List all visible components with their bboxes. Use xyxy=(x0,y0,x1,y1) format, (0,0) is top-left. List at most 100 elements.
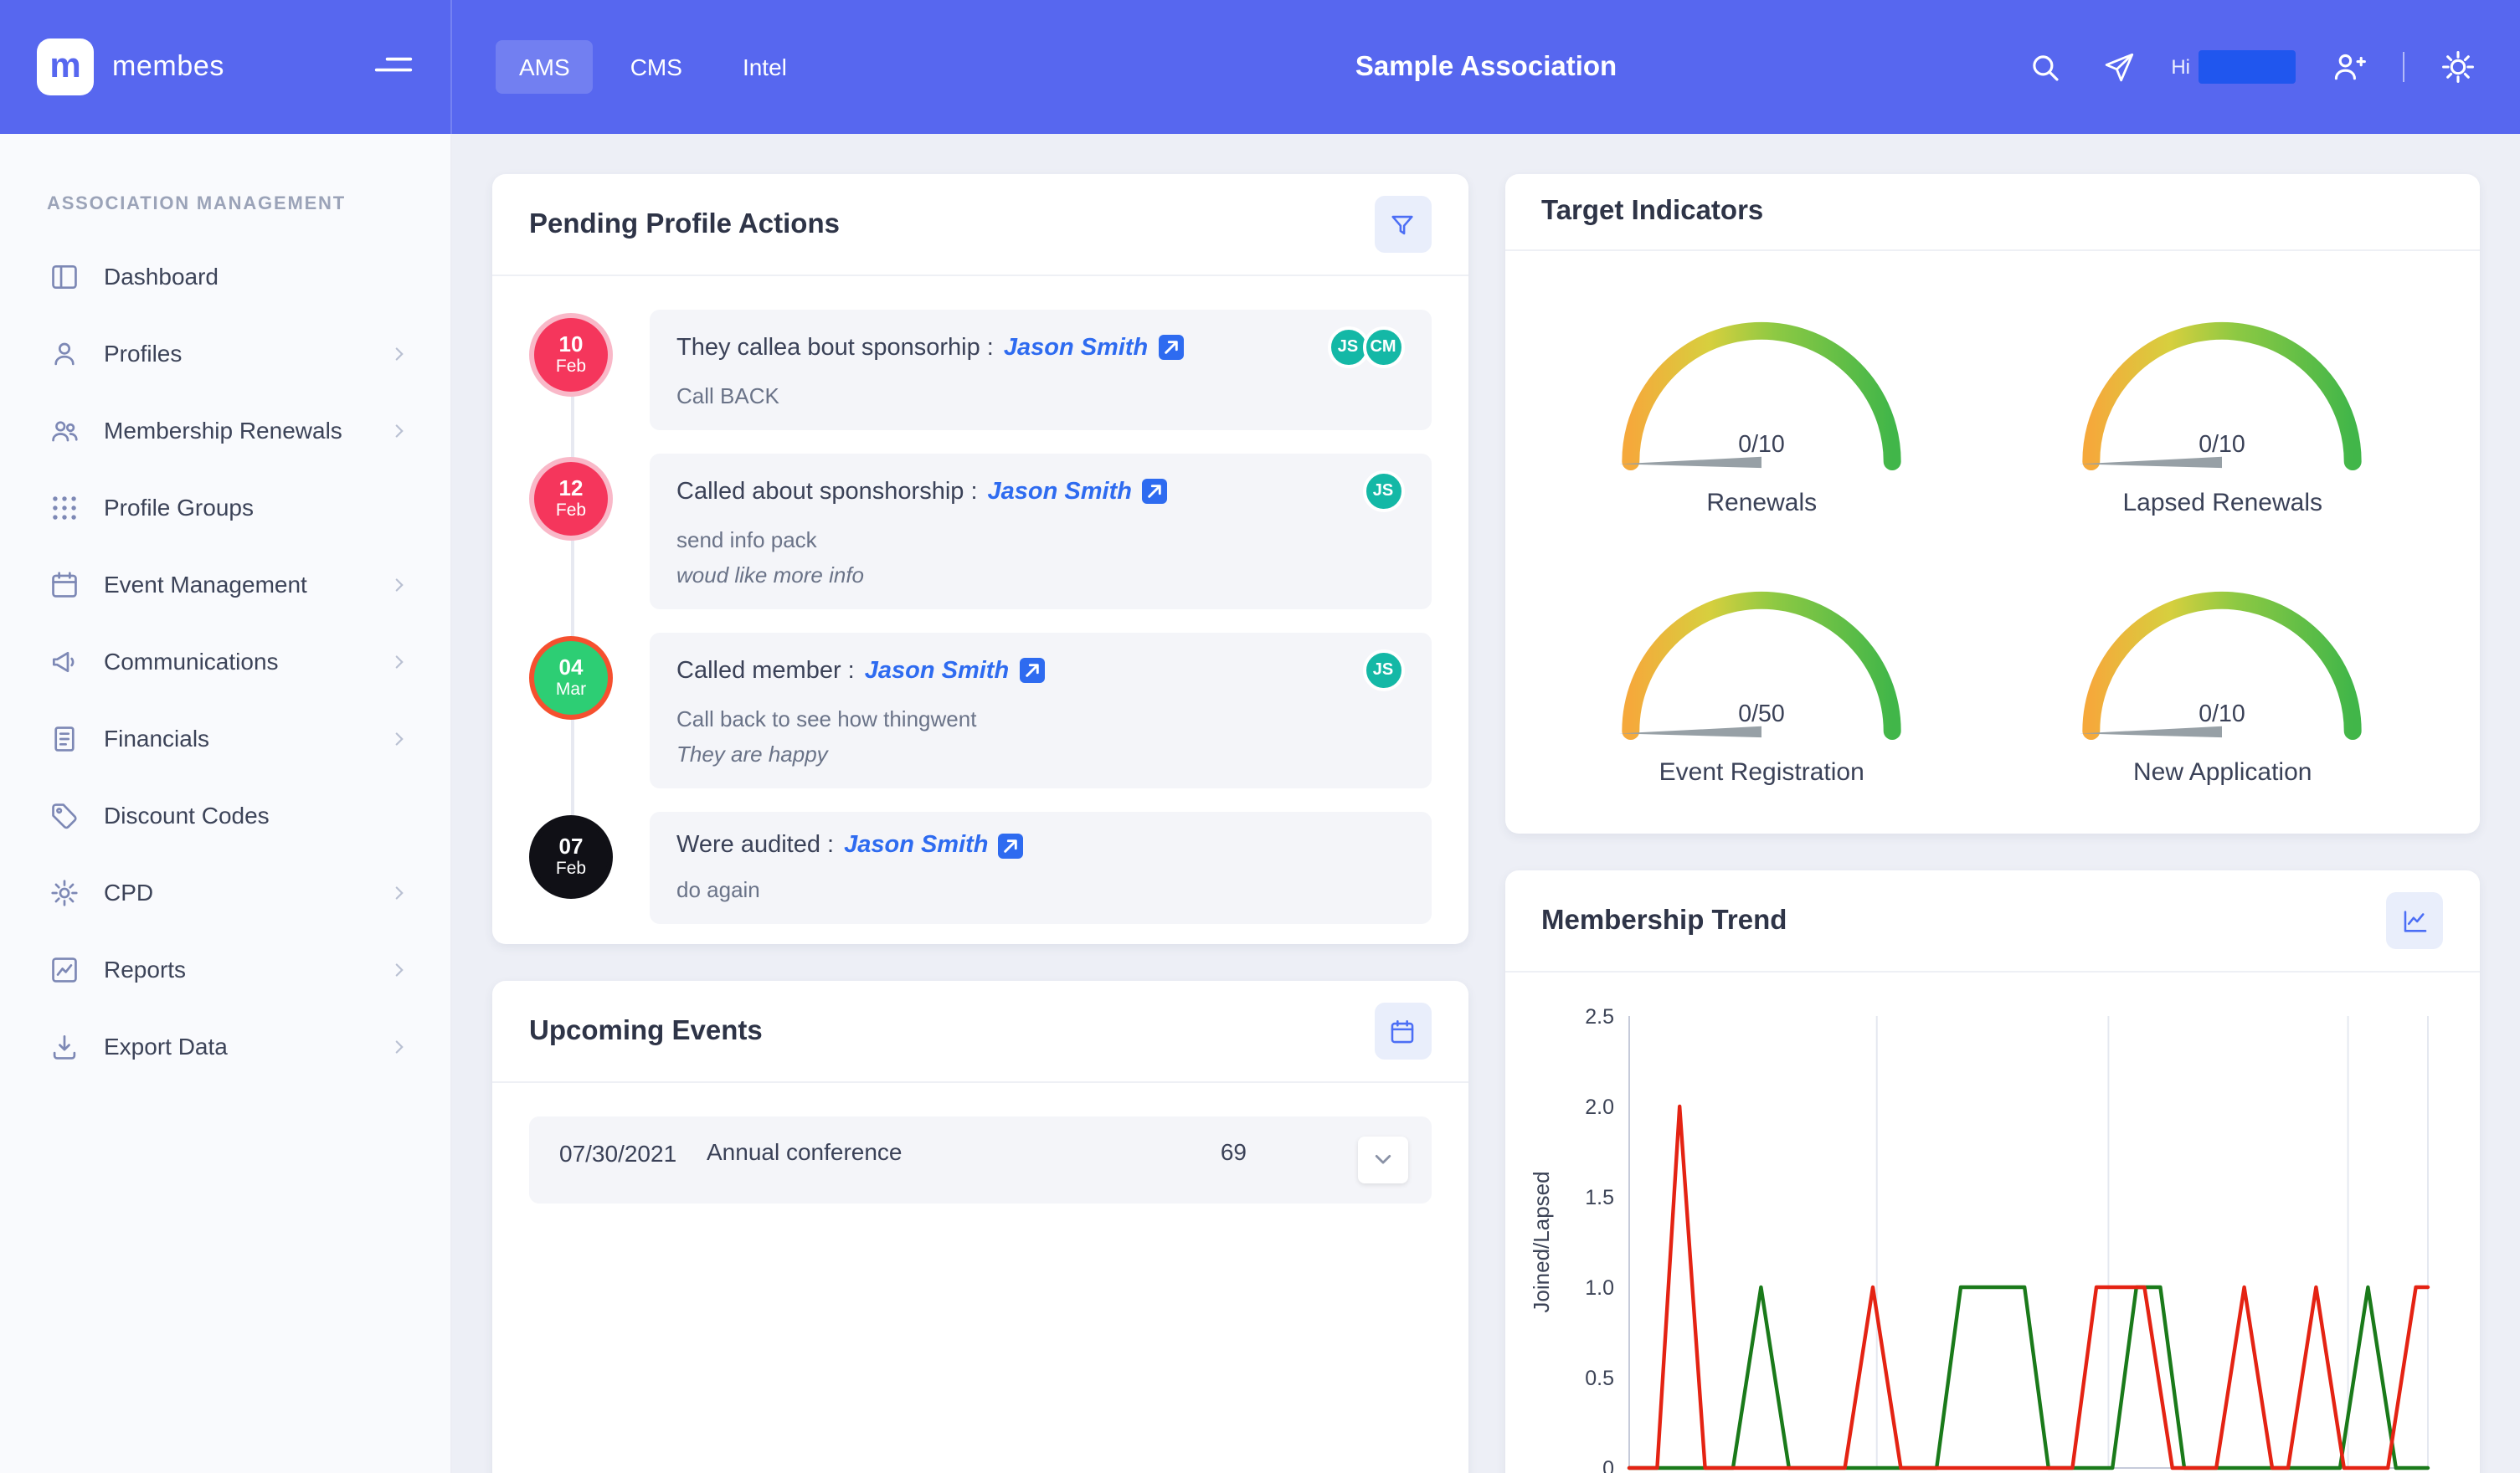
profile-link[interactable]: Jason Smith xyxy=(864,657,1010,684)
upcoming-events-card: Upcoming Events 07/30/2021 Annual confer… xyxy=(492,981,1468,1473)
event-date: 07/30/2021 xyxy=(559,1140,677,1167)
card-header: Membership Trend xyxy=(1504,870,2480,973)
chevron-right-icon xyxy=(388,573,410,595)
timeline-entry: Called member : Jason Smith JS Call back… xyxy=(650,633,1431,788)
event-expand-button[interactable] xyxy=(1357,1137,1407,1183)
chevron-right-icon xyxy=(388,881,410,903)
entry-note: Call BACK xyxy=(676,383,779,408)
sidebar-item-dashboard[interactable]: Dashboard xyxy=(0,238,450,315)
gauge-needle xyxy=(2080,456,2223,469)
date-month: Feb xyxy=(555,357,587,377)
left-column: Pending Profile Actions 10 Feb xyxy=(492,174,1468,1473)
sidebar-item-profile-groups[interactable]: Profile Groups xyxy=(0,469,450,546)
gauge-label: Renewals xyxy=(1706,489,1818,517)
sidebar-item-export-data[interactable]: Export Data xyxy=(0,1008,450,1085)
membes-logo: m xyxy=(37,38,94,95)
user-plus-icon xyxy=(2334,54,2366,80)
chevron-right-icon xyxy=(388,342,410,364)
tab-intel[interactable]: Intel xyxy=(742,54,787,80)
date-badge: 07 Feb xyxy=(529,815,613,899)
avatar: CM xyxy=(1362,326,1404,368)
date-badge: 12 Feb xyxy=(529,457,613,541)
svg-text:1.5: 1.5 xyxy=(1584,1186,1613,1209)
settings-button[interactable] xyxy=(2436,45,2480,89)
card-header: Target Indicators xyxy=(1504,174,2480,251)
filter-button[interactable] xyxy=(1374,196,1431,253)
external-link-icon[interactable] xyxy=(1158,335,1184,360)
brand-area: m membes xyxy=(0,0,452,134)
entry-text: Were audited : xyxy=(676,832,835,859)
sidebar-item-label: Event Management xyxy=(104,571,307,598)
event-row: 07/30/2021 Annual conference 69 xyxy=(529,1116,1431,1204)
card-title: Pending Profile Actions xyxy=(529,208,840,239)
gear-icon xyxy=(2442,51,2474,83)
flower-badge-icon xyxy=(47,875,80,909)
greeting-text: Hi xyxy=(2171,55,2190,79)
search-button[interactable] xyxy=(2024,46,2065,88)
date-day: 12 xyxy=(558,475,584,501)
date-month: Mar xyxy=(555,680,587,701)
gauge-needle xyxy=(1619,456,1762,469)
gauge-new-application: 0/10 New Application xyxy=(2055,561,2390,787)
user-icon xyxy=(47,336,80,370)
profile-link[interactable]: Jason Smith xyxy=(987,478,1132,505)
sidebar-item-discount-codes[interactable]: Discount Codes xyxy=(0,777,450,854)
sidebar-item-financials[interactable]: Financials xyxy=(0,700,450,777)
timeline-entry: Called about sponshorship : Jason Smith … xyxy=(650,454,1431,609)
tab-cms[interactable]: CMS xyxy=(630,54,682,80)
chevron-right-icon xyxy=(388,958,410,980)
logo-letter: m xyxy=(49,47,81,85)
date-badge: 04 Mar xyxy=(529,636,613,720)
sidebar-toggle-button[interactable] xyxy=(367,43,420,91)
sidebar-item-cpd[interactable]: CPD xyxy=(0,854,450,931)
date-day: 07 xyxy=(558,834,584,860)
gauge-needle xyxy=(1619,726,1762,738)
events-list: 07/30/2021 Annual conference 69 xyxy=(492,1083,1468,1473)
sidebar-item-label: Communications xyxy=(104,648,279,675)
profile-link[interactable]: Jason Smith xyxy=(1003,334,1149,361)
hamburger-icon xyxy=(374,56,413,71)
calendar-icon xyxy=(47,567,80,601)
entry-note: send info pack xyxy=(676,527,817,552)
gauge-arc: 0/10 xyxy=(1619,321,1901,470)
gauge-renewals: 0/10 Renewals xyxy=(1594,291,1929,517)
gauge-needle xyxy=(2080,726,2223,738)
sidebar-item-reports[interactable]: Reports xyxy=(0,931,450,1008)
sidebar-item-label: Dashboard xyxy=(104,263,219,290)
timeline-item: 07 Feb Were audited : Jason Smith do aga… xyxy=(529,812,1431,924)
card-header: Upcoming Events xyxy=(492,981,1468,1083)
paper-plane-icon xyxy=(2105,52,2133,81)
entry-text: Called about sponshorship : xyxy=(676,478,978,505)
trend-chart-button[interactable] xyxy=(2386,892,2443,949)
event-count: 69 xyxy=(1220,1138,1247,1165)
timeline: 10 Feb They callea bout sponsorhip : Jas… xyxy=(492,276,1468,944)
avatar-badges: JS CM xyxy=(1327,326,1404,368)
profile-link[interactable]: Jason Smith xyxy=(844,832,989,859)
sidebar-item-membership-renewals[interactable]: Membership Renewals xyxy=(0,392,450,469)
external-link-icon[interactable] xyxy=(998,833,1024,858)
external-link-icon[interactable] xyxy=(1019,658,1045,683)
tab-ams[interactable]: AMS xyxy=(496,40,594,94)
gauge-label: Event Registration xyxy=(1659,758,1864,787)
launch-button[interactable] xyxy=(2097,46,2139,88)
tag-icon xyxy=(47,798,80,832)
gauge-label: Lapsed Renewals xyxy=(2122,489,2323,517)
svg-text:Joined/Lapsed: Joined/Lapsed xyxy=(1528,1171,1553,1312)
calendar-button[interactable] xyxy=(1374,1003,1431,1060)
gauge-label: New Application xyxy=(2133,758,2312,787)
sidebar-item-event-management[interactable]: Event Management xyxy=(0,546,450,623)
card-title: Upcoming Events xyxy=(529,1015,763,1045)
sidebar-item-profiles[interactable]: Profiles xyxy=(0,315,450,392)
calendar-icon xyxy=(1391,1019,1414,1043)
sidebar-item-label: Profiles xyxy=(104,340,183,367)
line-chart-icon xyxy=(2403,910,2426,932)
svg-text:2.5: 2.5 xyxy=(1584,1005,1613,1029)
greeting: Hi xyxy=(2171,50,2296,84)
sidebar-item-label: Membership Renewals xyxy=(104,417,342,444)
timeline-entry: Were audited : Jason Smith do again xyxy=(650,812,1431,924)
sidebar-item-communications[interactable]: Communications xyxy=(0,623,450,700)
date-badge: 10 Feb xyxy=(529,313,613,397)
user-add-button[interactable] xyxy=(2327,45,2371,89)
gauges-grid: 0/10 Renewals 0/10 Lapsed Renewals xyxy=(1504,251,2480,834)
external-link-icon[interactable] xyxy=(1141,479,1167,504)
